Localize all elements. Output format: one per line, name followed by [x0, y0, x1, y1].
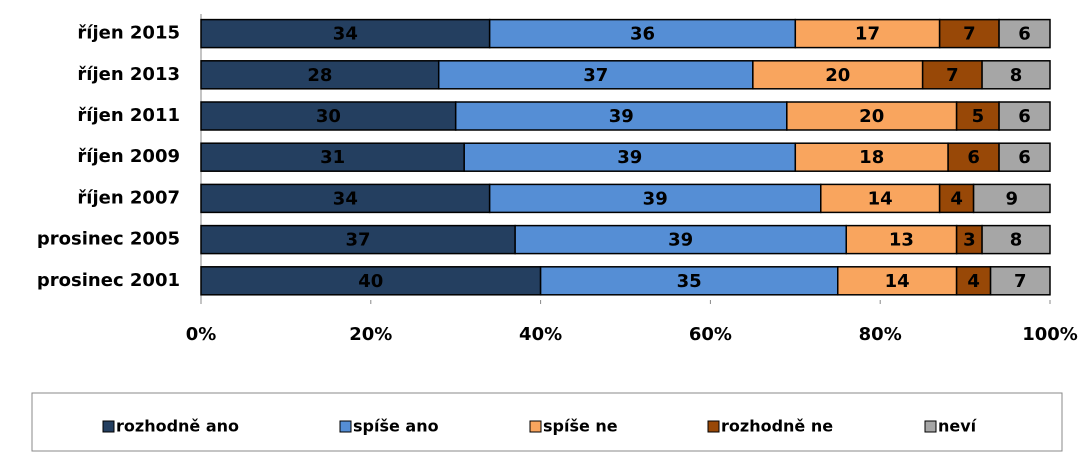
- y-tick-label: prosinec 2001: [37, 270, 180, 291]
- legend-swatch: [707, 420, 720, 433]
- data-label: 5: [972, 106, 985, 127]
- legend-swatch: [339, 420, 352, 433]
- data-label: 7: [1014, 271, 1027, 292]
- bar-segment: [972, 183, 1051, 214]
- y-tick-label: říjen 2009: [77, 146, 180, 167]
- bar-segment: [539, 266, 839, 296]
- data-label: 37: [583, 65, 608, 86]
- data-label: 39: [643, 188, 668, 209]
- bar-segment: [794, 142, 949, 172]
- bar-segment: [488, 18, 797, 49]
- data-label: 31: [320, 147, 345, 168]
- legend-swatch: [924, 420, 937, 433]
- bar-segment: [981, 60, 1051, 90]
- bar-segment: [981, 224, 1051, 255]
- data-label: 3: [963, 230, 976, 251]
- y-tick-label: říjen 2013: [77, 64, 180, 85]
- data-label: 14: [885, 271, 910, 292]
- x-tick-label: 20%: [349, 324, 392, 345]
- bar-segment: [837, 266, 958, 296]
- data-label: 14: [868, 188, 893, 209]
- data-label: 34: [333, 188, 358, 209]
- bar-segment: [820, 183, 941, 214]
- bar-segment: [200, 142, 465, 172]
- x-tick-label: 0%: [186, 324, 217, 345]
- bar-segment: [938, 18, 1000, 49]
- legend-swatch: [102, 420, 115, 433]
- legend-swatch: [529, 420, 542, 433]
- data-label: 6: [1018, 24, 1031, 45]
- legend-label: spíše ano: [353, 417, 439, 436]
- data-label: 8: [1010, 65, 1023, 86]
- data-label: 7: [946, 65, 959, 86]
- legend-label: rozhodně ne: [721, 417, 833, 436]
- bar-segment: [200, 266, 542, 296]
- bar-segment: [752, 60, 924, 90]
- bar-segment: [200, 183, 491, 214]
- data-label: 39: [609, 106, 634, 127]
- data-label: 28: [307, 65, 332, 86]
- y-tick-label: říjen 2015: [77, 23, 180, 44]
- data-label: 7: [963, 24, 976, 45]
- data-label: 9: [1006, 188, 1019, 209]
- bar-segment: [488, 183, 822, 214]
- x-tick-label: 60%: [689, 324, 732, 345]
- y-tick-label: prosinec 2005: [37, 229, 180, 250]
- x-tick-label: 100%: [1022, 324, 1078, 345]
- bar-segment: [514, 224, 847, 255]
- data-label: 34: [333, 24, 358, 45]
- x-tick-label: 80%: [859, 324, 902, 345]
- data-label: 4: [967, 271, 980, 292]
- data-label: 39: [617, 147, 642, 168]
- legend-label: spíše ne: [543, 417, 618, 436]
- legend-label: neví: [938, 417, 978, 436]
- y-tick-label: říjen 2007: [77, 187, 180, 208]
- bar-segment: [845, 224, 958, 255]
- data-label: 4: [950, 188, 963, 209]
- data-label: 8: [1010, 230, 1023, 251]
- data-label: 36: [630, 24, 655, 45]
- bar-segment: [454, 101, 788, 131]
- bar-segment: [998, 18, 1051, 49]
- bar-segment: [955, 224, 983, 255]
- bar-segment: [200, 18, 491, 49]
- data-label: 35: [677, 271, 702, 292]
- x-tick-label: 40%: [519, 324, 562, 345]
- bar-segment: [794, 18, 941, 49]
- data-label: 37: [346, 230, 371, 251]
- y-tick-label: říjen 2011: [77, 105, 180, 126]
- bar-segment: [998, 101, 1051, 131]
- data-label: 30: [316, 106, 341, 127]
- legend-box: [31, 392, 1063, 452]
- bar-segment: [947, 142, 1000, 172]
- data-label: 6: [967, 147, 980, 168]
- bar-segment: [786, 101, 958, 131]
- data-label: 39: [668, 230, 693, 251]
- data-label: 18: [859, 147, 884, 168]
- data-label: 6: [1018, 147, 1031, 168]
- data-label: 6: [1018, 106, 1031, 127]
- data-label: 13: [889, 230, 914, 251]
- bar-segment: [955, 266, 992, 296]
- data-label: 40: [358, 271, 383, 292]
- data-label: 20: [825, 65, 850, 86]
- bar-segment: [998, 142, 1051, 172]
- legend-label: rozhodně ano: [116, 417, 239, 436]
- bar-segment: [989, 266, 1051, 296]
- data-label: 20: [859, 106, 884, 127]
- data-label: 17: [855, 24, 880, 45]
- bar-segment: [938, 183, 975, 214]
